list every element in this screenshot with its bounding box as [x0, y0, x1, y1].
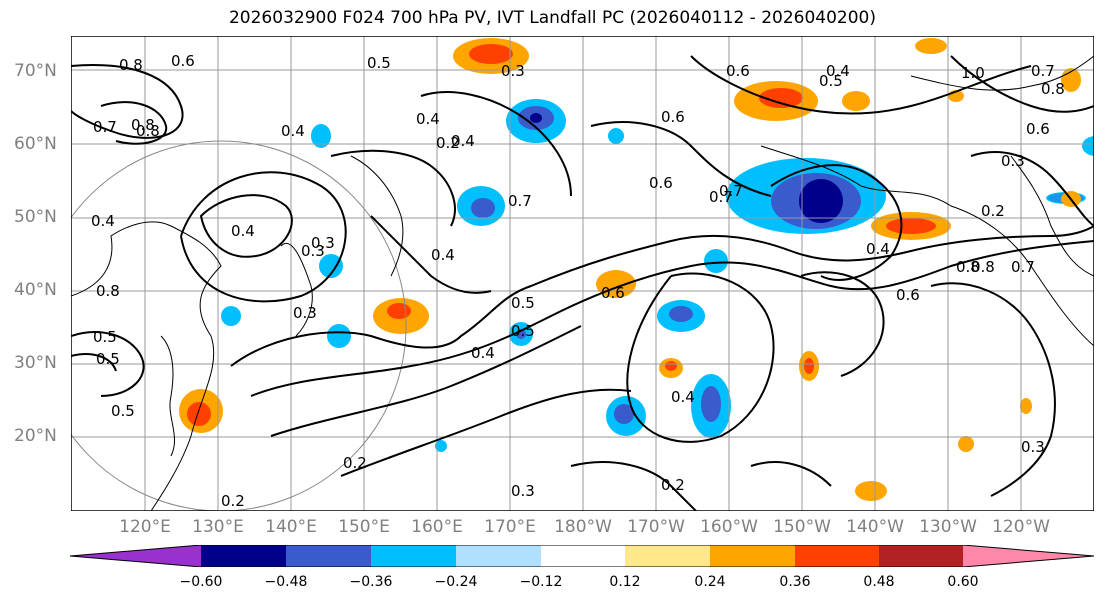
colorbar-segment	[371, 545, 456, 567]
contour-label: 0.2	[981, 202, 1005, 220]
contour-label: 0.6	[171, 52, 195, 70]
lon-label: 130°W	[919, 517, 977, 537]
colorbar	[70, 545, 1094, 567]
contour-labels: 0.8 0.6 0.5 0.3 0.7 0.8 0.4 0.4 0.2 0.4 …	[91, 52, 1065, 510]
lon-label: 150°W	[773, 517, 831, 537]
contour-label: 0.7	[1011, 258, 1035, 276]
lon-label: 160°W	[700, 517, 758, 537]
colorbar-segment	[541, 545, 625, 567]
contour-label: 0.7	[719, 182, 743, 200]
contour-label: 0.5	[96, 350, 120, 368]
contour-label: 0.6	[649, 174, 673, 192]
contour-label: 0.2	[661, 476, 685, 494]
contour-label: 0.8	[956, 258, 980, 276]
contour-label: 0.8	[96, 282, 120, 300]
colorbar-extend-high	[963, 545, 1094, 567]
colorbar-segment	[201, 545, 286, 567]
contour-label: 0.8	[119, 56, 143, 74]
contour-label: 0.5	[111, 402, 135, 420]
lat-label: 60°N	[14, 134, 57, 154]
colorbar-segment	[286, 545, 371, 567]
contour-label: 0.4	[91, 212, 115, 230]
contour-label: 0.4	[866, 240, 890, 258]
contour-label: 0.2	[343, 454, 367, 472]
lat-label: 30°N	[14, 353, 57, 373]
colorbar-segment	[879, 545, 963, 567]
contour-label: 0.3	[301, 242, 325, 260]
lat-label: 20°N	[14, 426, 57, 446]
contour-label: 0.6	[726, 62, 750, 80]
map-panel: 0.8 0.6 0.5 0.3 0.7 0.8 0.4 0.4 0.2 0.4 …	[71, 36, 1094, 511]
lon-label: 150°E	[338, 517, 390, 537]
contour-label: 0.4	[451, 132, 475, 150]
contour-label: 0.4	[826, 62, 850, 80]
contour-label: 0.3	[1021, 438, 1045, 456]
coastlines	[71, 55, 1094, 511]
lon-label: 120°E	[119, 517, 171, 537]
colorbar-tick-label: −0.24	[434, 574, 478, 590]
colorbar-tick-label: 0.24	[694, 574, 726, 590]
contour-label: 0.3	[501, 62, 525, 80]
contour-label: 0.4	[416, 110, 440, 128]
pv-contours	[71, 55, 1094, 511]
contour-label: 0.8	[971, 258, 995, 276]
contour-label: 0.8	[131, 116, 155, 134]
contour-label: 0.7	[508, 192, 532, 210]
contour-label: 0.5	[819, 72, 843, 90]
contour-label: 0.4	[231, 222, 255, 240]
contour-label: 0.5	[93, 328, 117, 346]
lon-label: 130°E	[192, 517, 244, 537]
lat-label: 50°N	[14, 207, 57, 227]
contour-label: 0.2	[436, 134, 460, 152]
contour-label: 0.6	[601, 284, 625, 302]
contour-label: 0.7	[709, 188, 733, 206]
map-title: 2026032900 F024 700 hPa PV, IVT Landfall…	[228, 8, 876, 28]
contour-label: 0.6	[661, 108, 685, 126]
colorbar-tick-label: −0.12	[519, 574, 563, 590]
contour-label: 0.7	[1031, 62, 1055, 80]
pv-anomaly-shading	[179, 38, 1094, 501]
colorbar-segment	[456, 545, 541, 567]
colorbar-tick-label: −0.36	[349, 574, 393, 590]
contour-label: 0.4	[281, 122, 305, 140]
lon-label: 140°W	[846, 517, 904, 537]
lon-label: 120°W	[992, 517, 1050, 537]
colorbar-segment	[625, 545, 710, 567]
contour-label: 0.5	[367, 54, 391, 72]
colorbar-tick-label: −0.48	[264, 574, 308, 590]
contour-label: 0.5	[511, 294, 535, 312]
contour-label: 0.8	[136, 122, 160, 140]
colorbar-tick-label: −0.60	[179, 574, 223, 590]
contour-label: 0.4	[671, 388, 695, 406]
colorbar-extend-low	[70, 545, 201, 567]
contour-label: 0.3	[293, 304, 317, 322]
contour-label: 0.7	[93, 118, 117, 136]
contour-label: 0.8	[1041, 80, 1065, 98]
lat-label: 70°N	[14, 61, 57, 81]
lat-label: 40°N	[14, 280, 57, 300]
colorbar-segment	[710, 545, 795, 567]
contour-label: 0.6	[896, 286, 920, 304]
lon-label: 160°E	[411, 517, 463, 537]
contour-label: 0.6	[1026, 120, 1050, 138]
colorbar-segment	[795, 545, 879, 567]
graticule	[71, 36, 1094, 511]
contour-label: 0.3	[511, 482, 535, 500]
colorbar-tick-label: 0.60	[947, 574, 979, 590]
lon-label: 170°E	[484, 517, 536, 537]
contour-label: 0.4	[471, 344, 495, 362]
lon-label: 170°W	[627, 517, 685, 537]
colorbar-tick-label: 0.12	[609, 574, 641, 590]
colorbar-tick-label: 0.48	[863, 574, 895, 590]
contour-label: 0.3	[1001, 152, 1025, 170]
contour-label: 1.0	[961, 64, 985, 82]
contour-label: 0.4	[431, 246, 455, 264]
lon-label: 140°E	[265, 517, 317, 537]
lon-label: 180°W	[554, 517, 612, 537]
colorbar-tick-label: 0.36	[779, 574, 811, 590]
contour-label: 0.3	[311, 234, 335, 252]
contour-label: 0.2	[221, 492, 245, 510]
contour-label: 0.5	[511, 322, 535, 340]
